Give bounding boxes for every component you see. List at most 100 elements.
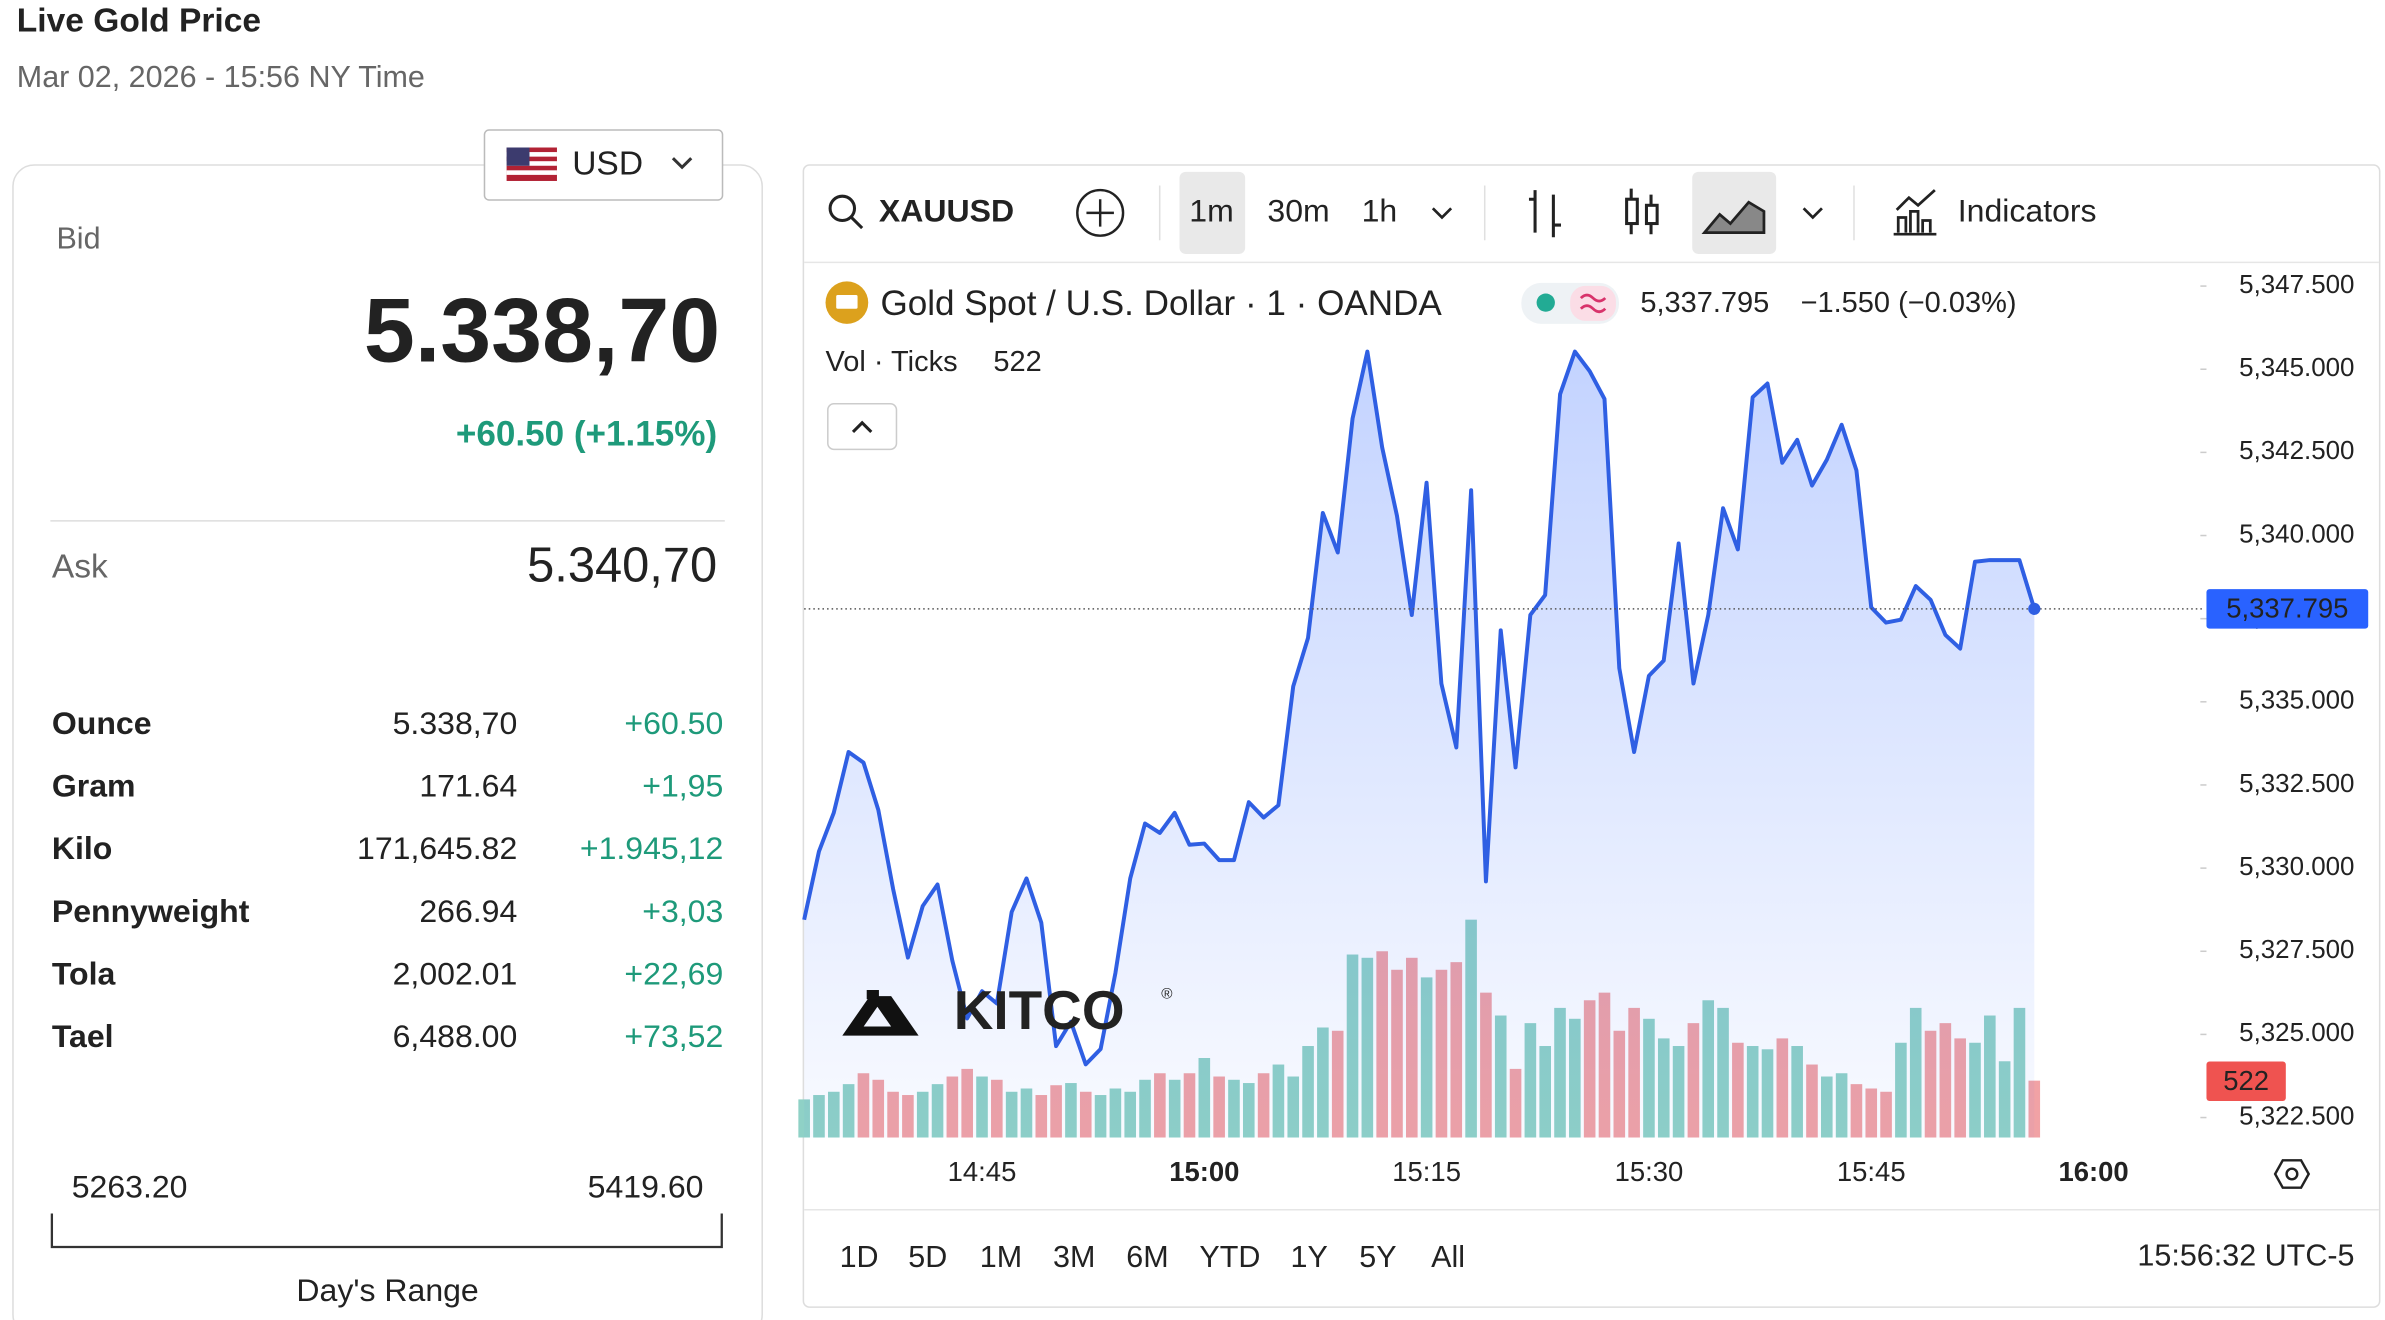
y-tick-label: 5,347.500	[2239, 271, 2354, 299]
chevron	[671, 157, 693, 170]
price-line	[802, 349, 2037, 1067]
unit-change: +3,03	[642, 893, 723, 929]
add-symbol[interactable]	[1076, 188, 1125, 237]
watermark-text: KITCO	[954, 979, 1125, 1041]
bar-icon[interactable]	[1528, 190, 1562, 238]
unit-name: Ounce	[52, 705, 152, 741]
x-tick-label: 15:30	[1615, 1156, 1684, 1187]
y-tick-label: 5,340.000	[2239, 520, 2354, 548]
ranges: 1D 5D 1M 3M 6M YTD 1Y 5Y All	[840, 1240, 1465, 1274]
unit-change: +22,69	[624, 955, 723, 991]
volume-last: 522	[993, 346, 1041, 378]
chevron[interactable]	[1431, 207, 1453, 220]
range-button[interactable]: 1D	[840, 1240, 879, 1274]
plot: 5,347.500 5,345.000 5,342.500 5,340.000 5,33…	[798, 271, 2369, 1187]
range-label: Day's Range	[296, 1272, 478, 1308]
interval[interactable]: 1h	[1362, 192, 1398, 228]
range-button[interactable]: 1Y	[1291, 1240, 1328, 1274]
unit-name: Gram	[52, 768, 136, 804]
delay-badge	[1570, 285, 1616, 321]
x-tick-label: 15:00	[1169, 1156, 1239, 1187]
ask: 5.340,70	[527, 539, 717, 593]
collapse-button[interactable]	[827, 402, 898, 451]
status-dot	[1536, 293, 1555, 312]
y-tick-label: 5,342.500	[2239, 437, 2354, 465]
y-tick-label: 5,322.500	[2239, 1102, 2354, 1130]
range-button[interactable]: 5D	[908, 1240, 947, 1274]
x-tick-label: 14:45	[948, 1156, 1017, 1187]
unit-price: 171,645.82	[357, 830, 517, 866]
volume-label: Vol · Ticks	[826, 346, 958, 378]
range-button[interactable]: 3M	[1053, 1240, 1095, 1274]
interval-active	[1179, 171, 1246, 254]
range-high: 5419.60	[588, 1169, 704, 1205]
unit-price: 5.338,70	[393, 705, 518, 741]
range-button[interactable]: 1M	[980, 1240, 1022, 1274]
volume-tag-label: 522	[2223, 1065, 2269, 1096]
y-tick-label: 5,335.000	[2239, 687, 2354, 715]
units-table: Ounce 5.338,70 +60.50 Gram 171.64 +1,95 Kilo 17…	[52, 705, 723, 1054]
legend-change: −1.550 (−0.03%)	[1801, 287, 2017, 319]
volume-tag	[2206, 1061, 2286, 1102]
area	[804, 351, 2035, 1138]
symbol[interactable]: XAUUSD	[879, 192, 1014, 228]
unit-price: 171.64	[419, 768, 517, 804]
unit-price: 2,002.01	[393, 955, 518, 991]
interval[interactable]: 1m	[1189, 192, 1233, 228]
range-bracket	[50, 1213, 723, 1249]
indicators[interactable]: Indicators	[1958, 192, 2097, 228]
unit-change: +73,52	[624, 1018, 723, 1054]
unit-change: +1,95	[642, 768, 723, 804]
watermark-mark: ®	[1161, 986, 1172, 1003]
indicators-icon[interactable]	[1893, 189, 1937, 236]
range-button[interactable]: 6M	[1126, 1240, 1168, 1274]
y-tick-label: 5,325.000	[2239, 1019, 2354, 1047]
x-tick-label: 15:45	[1837, 1156, 1906, 1187]
ask-label: Ask	[52, 549, 108, 586]
quote-card	[12, 164, 763, 1320]
y-tick-label: 5,345.000	[2239, 354, 2354, 382]
x-tick-label: 16:00	[2058, 1156, 2128, 1187]
timestamp: Mar 02, 2026 - 15:56 NY Time	[17, 60, 425, 94]
unit-name: Kilo	[52, 830, 112, 866]
interval[interactable]: 30m	[1267, 192, 1329, 228]
legend-title: Gold Spot / U.S. Dollar · 1 · OANDA	[880, 284, 1442, 323]
unit-price: 266.94	[419, 893, 517, 929]
range-button[interactable]: 5Y	[1359, 1240, 1396, 1274]
unit-change: +1.945,12	[580, 830, 723, 866]
candle-icon[interactable]	[1625, 188, 1659, 235]
price-tag-label: 5,337.795	[2226, 593, 2348, 624]
y-tick-label: 5,327.500	[2239, 936, 2354, 964]
unit-name: Pennyweight	[52, 893, 250, 929]
unit-name: Tola	[52, 955, 116, 991]
search-icon[interactable]	[828, 194, 864, 230]
clock: 15:56:32 UTC-5	[2137, 1239, 2354, 1273]
chevron[interactable]	[1802, 207, 1823, 220]
collapse-icon	[851, 420, 873, 433]
delay-icon	[1579, 293, 1607, 314]
range-button[interactable]: All	[1431, 1240, 1465, 1274]
unit-price: 6,488.00	[393, 1018, 518, 1054]
last-point	[2028, 602, 2041, 615]
area-icon[interactable]	[1701, 200, 1766, 235]
change: +60.50 (+1.15%)	[456, 415, 717, 454]
intervals: 1m 30m 1h	[1189, 192, 1397, 228]
unit-change: +60.50	[624, 705, 723, 741]
unit-name: Tael	[52, 1018, 114, 1054]
y-tick-label: 5,332.500	[2239, 770, 2354, 798]
us-flag	[506, 147, 557, 181]
symbol-logo-bar	[836, 295, 858, 309]
range-low: 5263.20	[72, 1169, 188, 1205]
legend-last: 5,337.795	[1640, 287, 1769, 319]
x-tick-label: 15:15	[1392, 1156, 1461, 1187]
bid: 5.338,70	[364, 280, 720, 382]
settings-icon[interactable]	[2273, 1159, 2311, 1189]
bid-label: Bid	[56, 221, 100, 255]
watermark: KITCO ®	[842, 979, 1172, 1041]
range-button[interactable]: YTD	[1199, 1240, 1260, 1274]
y-tick-label: 5,330.000	[2239, 853, 2354, 881]
title: Live Gold Price	[17, 3, 261, 40]
currency: USD	[572, 146, 643, 183]
